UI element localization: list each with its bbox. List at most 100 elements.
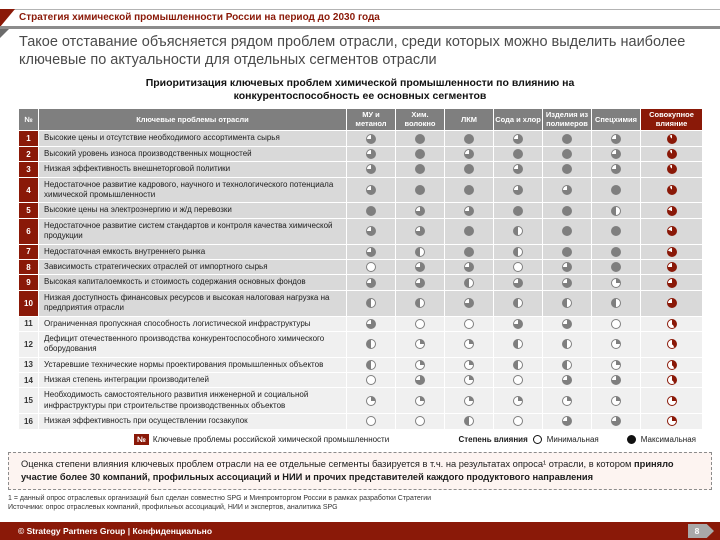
survey-note-text: Оценка степени влияния ключевых проблем … — [21, 458, 635, 469]
influence-ball — [415, 359, 425, 370]
influence-ball — [513, 318, 523, 329]
segment-influence-cell — [395, 330, 445, 358]
segment-influence-cell — [591, 356, 641, 374]
influence-ball — [611, 262, 621, 273]
influence-ball — [415, 246, 425, 257]
segment-influence-cell — [346, 315, 396, 332]
row-number: 4 — [18, 176, 39, 204]
influence-ball — [464, 318, 474, 329]
segment-influence-cell — [493, 145, 543, 163]
influence-ball — [611, 133, 621, 144]
table-legend: № Ключевые проблемы российской химическо… — [18, 433, 702, 445]
segment-influence-cell — [395, 258, 445, 276]
total-influence-cell — [640, 243, 703, 260]
segment-influence-cell — [444, 330, 494, 358]
influence-ball — [513, 339, 523, 350]
table-row: 11 Ограниченная пропускная способность ло… — [18, 315, 703, 332]
table-row: 5 Высокие цены на электроэнергию и ж/д пе… — [18, 202, 703, 219]
influence-ball — [464, 339, 474, 350]
total-influence-cell — [640, 289, 703, 317]
segment-influence-cell — [493, 176, 543, 204]
header-divider — [0, 26, 720, 29]
influence-ball — [366, 164, 376, 175]
segment-influence-cell — [591, 145, 641, 163]
segment-influence-cell — [591, 413, 641, 430]
segment-influence-cell — [493, 315, 543, 332]
influence-ball — [464, 375, 474, 386]
table-row: 9 Высокая капиталоемкость и стоимость сод… — [18, 274, 703, 291]
segment-influence-cell — [444, 130, 494, 147]
minimal-influence-icon — [532, 434, 542, 444]
influence-ball — [513, 395, 523, 406]
influence-ball — [464, 185, 474, 195]
row-number: 1 — [18, 130, 39, 147]
problem-label: Высокая капиталоемкость и стоимость соде… — [38, 274, 347, 291]
influence-ball — [562, 339, 572, 350]
segment-influence-cell — [444, 258, 494, 276]
table-row: 2 Высокий уровень износа производственных… — [18, 145, 703, 163]
row-number: 10 — [18, 289, 39, 317]
problem-label: Необходимость самостоятельного развития … — [38, 387, 347, 415]
col-header-mu-metanol: МУ и метанол — [346, 108, 396, 132]
problem-label: Высокие цены на электроэнергию и ж/д пер… — [38, 202, 347, 219]
influence-ball — [464, 133, 474, 144]
table-row: 10 Низкая доступность финансовых ресурсов… — [18, 289, 703, 317]
influence-ball — [611, 375, 621, 386]
segment-influence-cell — [542, 274, 592, 291]
influence-ball — [611, 416, 621, 427]
influence-ball — [464, 262, 474, 273]
segment-influence-cell — [395, 356, 445, 374]
segment-influence-cell — [346, 289, 396, 317]
segment-influence-cell — [395, 387, 445, 415]
col-header-total: Совокупное влияние — [640, 108, 703, 132]
influence-ball — [562, 318, 572, 329]
influence-ball — [415, 375, 425, 386]
footer-bar: © Strategy Partners Group | Конфиденциал… — [0, 522, 720, 540]
problem-label: Дефицит отечественного производства конк… — [38, 330, 347, 358]
segment-influence-cell — [493, 356, 543, 374]
segment-influence-cell — [542, 413, 592, 430]
influence-ball — [611, 318, 621, 329]
influence-ball — [562, 149, 572, 160]
segment-influence-cell — [444, 161, 494, 178]
segment-influence-cell — [395, 274, 445, 291]
number-badge: № — [134, 433, 149, 445]
influence-ball — [415, 164, 425, 175]
table-row: 13 Устаревшие технические нормы проектиро… — [18, 356, 703, 374]
table-row: 1 Высокие цены и отсутствие необходимого … — [18, 130, 703, 147]
problem-label: Устаревшие технические нормы проектирова… — [38, 356, 347, 374]
segment-influence-cell — [591, 202, 641, 219]
influence-ball — [666, 185, 677, 195]
row-number: 14 — [18, 372, 39, 389]
influence-ball — [366, 205, 376, 216]
segment-influence-cell — [591, 176, 641, 204]
maximal-influence-icon — [626, 434, 636, 444]
influence-ball — [611, 164, 621, 175]
segment-influence-cell — [346, 202, 396, 219]
segment-influence-cell — [444, 315, 494, 332]
influence-ball — [366, 375, 376, 386]
segment-influence-cell — [542, 145, 592, 163]
segment-influence-cell — [591, 315, 641, 332]
segment-influence-cell — [493, 243, 543, 260]
segment-influence-cell — [346, 130, 396, 147]
segment-influence-cell — [493, 289, 543, 317]
row-number: 6 — [18, 217, 39, 245]
influence-ball — [513, 375, 523, 386]
segment-influence-cell — [395, 176, 445, 204]
segment-influence-cell — [493, 330, 543, 358]
segment-influence-cell — [591, 217, 641, 245]
legend-key-problems-label: Ключевые проблемы российской химической … — [152, 434, 390, 444]
influence-ball — [415, 133, 425, 144]
influence-ball — [415, 298, 425, 309]
influence-ball — [415, 395, 425, 406]
col-header-soda-hlor: Сода и хлор — [493, 108, 543, 132]
influence-ball — [666, 277, 677, 288]
influence-ball — [366, 395, 376, 406]
segment-influence-cell — [346, 356, 396, 374]
influence-ball — [513, 226, 523, 237]
influence-scale-legend: Степень влияния Минимальная Максимальная — [458, 434, 702, 444]
influence-ball — [611, 149, 621, 160]
problem-label: Недостаточная емкость внутреннего рынка — [38, 243, 347, 260]
total-influence-cell — [640, 217, 703, 245]
